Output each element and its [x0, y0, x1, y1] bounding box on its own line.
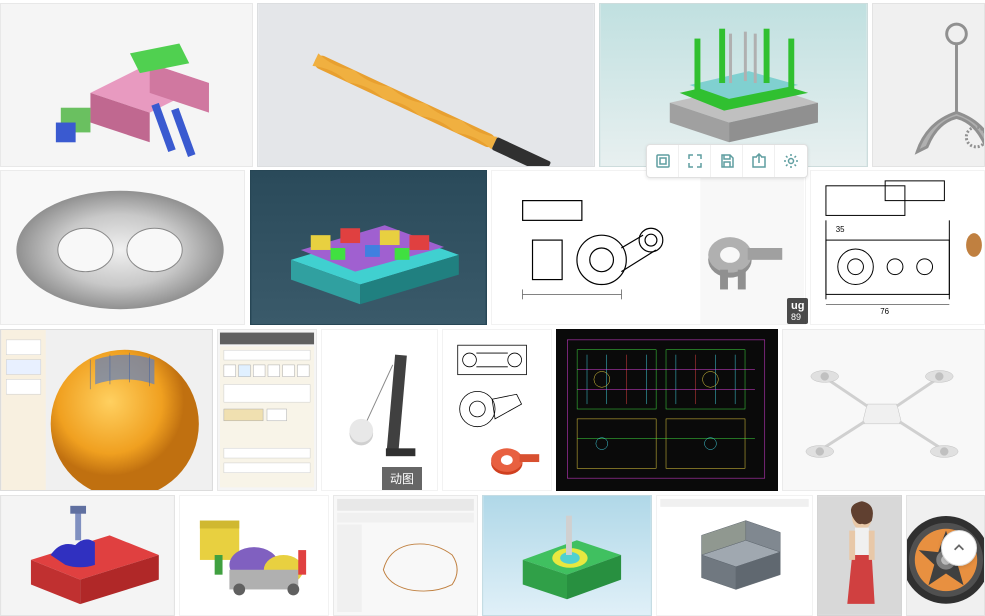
- thumb-mold-complex[interactable]: [250, 170, 487, 325]
- toolbar-save-icon[interactable]: [711, 145, 743, 177]
- gif-label: 动图: [382, 467, 422, 490]
- badge-ug-count: 89: [791, 312, 804, 322]
- toolbar-view-icon[interactable]: [647, 145, 679, 177]
- toolbar-expand-icon[interactable]: [679, 145, 711, 177]
- image-grid: 76 35 ug 89 动图: [0, 0, 985, 616]
- thumb-anchor[interactable]: [872, 3, 985, 167]
- thumb-drone[interactable]: [782, 329, 985, 491]
- badge-ug: ug 89: [787, 298, 808, 324]
- thumb-box-open[interactable]: [656, 495, 813, 616]
- toolbar-share-icon[interactable]: [743, 145, 775, 177]
- thumb-torus[interactable]: [0, 170, 245, 325]
- thumb-drill-bit[interactable]: [257, 3, 595, 167]
- image-toolbar: [646, 144, 808, 178]
- toolbar-settings-icon[interactable]: [775, 145, 807, 177]
- thumb-cad-layout[interactable]: [556, 329, 778, 491]
- svg-text:35: 35: [836, 225, 845, 234]
- scroll-to-top-button[interactable]: [941, 530, 977, 566]
- thumb-engine[interactable]: [179, 495, 329, 616]
- badge-ug-label: ug: [791, 300, 804, 312]
- thumb-drawing-bracket[interactable]: 76 35: [810, 170, 985, 325]
- thumb-mold-green[interactable]: [599, 3, 868, 167]
- thumb-drawing-small[interactable]: [442, 329, 552, 491]
- thumb-sphere-orange[interactable]: [0, 329, 213, 491]
- thumb-pendulum[interactable]: 动图: [321, 329, 438, 491]
- thumb-block-hole[interactable]: [482, 495, 652, 616]
- thumb-person[interactable]: [817, 495, 902, 616]
- svg-text:76: 76: [880, 307, 889, 316]
- thumb-panel-ui[interactable]: [217, 329, 317, 491]
- thumb-sheet-cut[interactable]: [0, 495, 175, 616]
- thumb-drawing-link[interactable]: [491, 170, 806, 325]
- thumb-cad-outline[interactable]: [333, 495, 478, 616]
- thumb-machine-part[interactable]: [0, 3, 253, 167]
